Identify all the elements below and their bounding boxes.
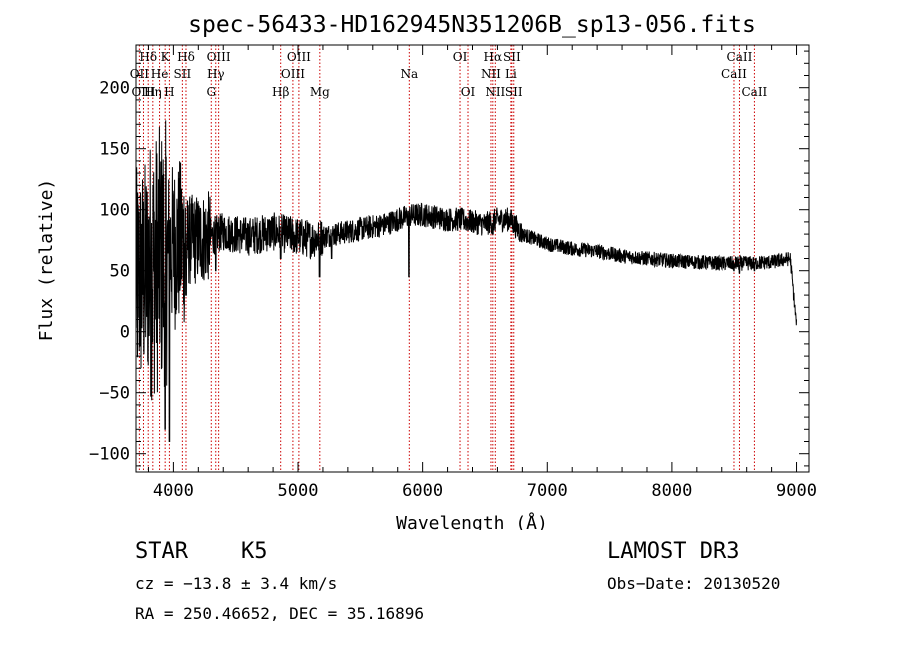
emission-line-label: Hβ	[272, 85, 289, 99]
emission-line-label: OIII	[207, 50, 231, 64]
emission-line-label: SII	[174, 67, 192, 81]
emission-line-label: He	[151, 67, 169, 81]
emission-line-label: OIII	[131, 85, 155, 99]
y-tick-label: 0	[120, 323, 130, 343]
y-tick-label: 150	[99, 140, 130, 160]
redshift-cz: cz = −13.8 ± 3.4 km/s	[135, 574, 338, 593]
emission-line-label: NII	[485, 85, 505, 99]
observation-date: Obs−Date: 20130520	[607, 574, 781, 593]
x-tick-label: 7000	[527, 481, 568, 501]
y-axis-label: Flux (relative)	[36, 179, 57, 342]
emission-line-label: Hα	[484, 50, 503, 64]
emission-line-label: Hδ	[177, 50, 195, 64]
emission-line-label: Mg	[310, 85, 330, 99]
chart-title: spec-56433-HD162945N351206B_sp13-056.fit…	[188, 12, 756, 38]
emission-line-label: G	[206, 85, 216, 99]
x-tick-label: 5000	[278, 481, 319, 501]
y-tick-label: −100	[89, 445, 130, 465]
survey-name: LAMOST DR3	[607, 539, 740, 564]
emission-line-label: OII	[130, 67, 150, 81]
x-tick-label: 6000	[402, 481, 443, 501]
emission-line-label: Na	[400, 67, 418, 81]
emission-line-label: K	[161, 50, 171, 64]
emission-line-label: OIII	[287, 50, 311, 64]
emission-line-label: CaII	[721, 67, 747, 81]
emission-line-label: CaII	[741, 85, 767, 99]
ra-dec-coordinates: RA = 250.46652, DEC = 35.16896	[135, 604, 424, 623]
y-tick-label: 50	[110, 262, 130, 282]
emission-line-label: OI	[453, 50, 468, 64]
y-tick-label: −50	[99, 384, 130, 404]
emission-line-label: NII	[481, 67, 501, 81]
y-tick-label: 200	[99, 79, 130, 99]
emission-line-label: Li	[505, 67, 517, 81]
emission-line-label: H	[164, 85, 174, 99]
flux-series-line	[135, 120, 797, 442]
emission-line-label: OI	[461, 85, 476, 99]
emission-line-label: Hδ	[139, 50, 157, 64]
spectrum-chart: spec-56433-HD162945N351206B_sp13-056.fit…	[36, 12, 817, 530]
emission-line-label: Hγ	[207, 67, 225, 81]
emission-line-label: SII	[503, 50, 521, 64]
emission-line-label: OIII	[281, 67, 305, 81]
emission-line-label: Hη	[144, 85, 162, 99]
axis-ticks: 4000 5000 6000 7000 8000 9000 −100 −50 0 50 100 150…	[89, 45, 817, 501]
x-tick-label: 9000	[776, 481, 817, 501]
x-tick-label: 8000	[651, 481, 692, 501]
object-subclass: K5	[241, 539, 268, 564]
emission-line-label: SII	[505, 85, 523, 99]
y-tick-label: 100	[99, 201, 130, 221]
object-class: STAR	[135, 539, 188, 564]
x-tick-label: 4000	[153, 481, 194, 501]
x-axis-label: Wavelength (Å)	[396, 512, 548, 530]
emission-line-label: CaII	[727, 50, 753, 64]
